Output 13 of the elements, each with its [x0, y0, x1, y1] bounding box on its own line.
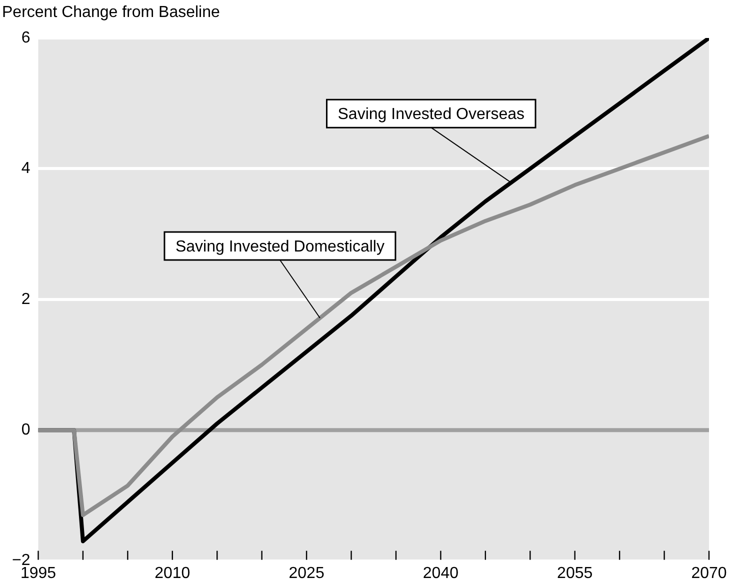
x-tick-label: 2040 [422, 564, 459, 582]
series-label: Saving Invested Domestically [175, 238, 384, 256]
x-tick-label: 2070 [691, 564, 727, 582]
x-tick-label: 2055 [557, 564, 593, 582]
x-tick-label: 2025 [288, 564, 324, 582]
x-tick-label: 2010 [154, 564, 190, 582]
x-tick-label: 1995 [20, 564, 56, 582]
text: Saving Invested Overseas [338, 106, 525, 123]
y-axis-title: Percent Change from Baseline [2, 4, 220, 22]
y-tick-label: 4 [21, 160, 30, 178]
y-tick-label: 2 [21, 290, 30, 308]
y-tick-label: 6 [21, 29, 30, 46]
y-tick-label: 0 [21, 422, 30, 439]
